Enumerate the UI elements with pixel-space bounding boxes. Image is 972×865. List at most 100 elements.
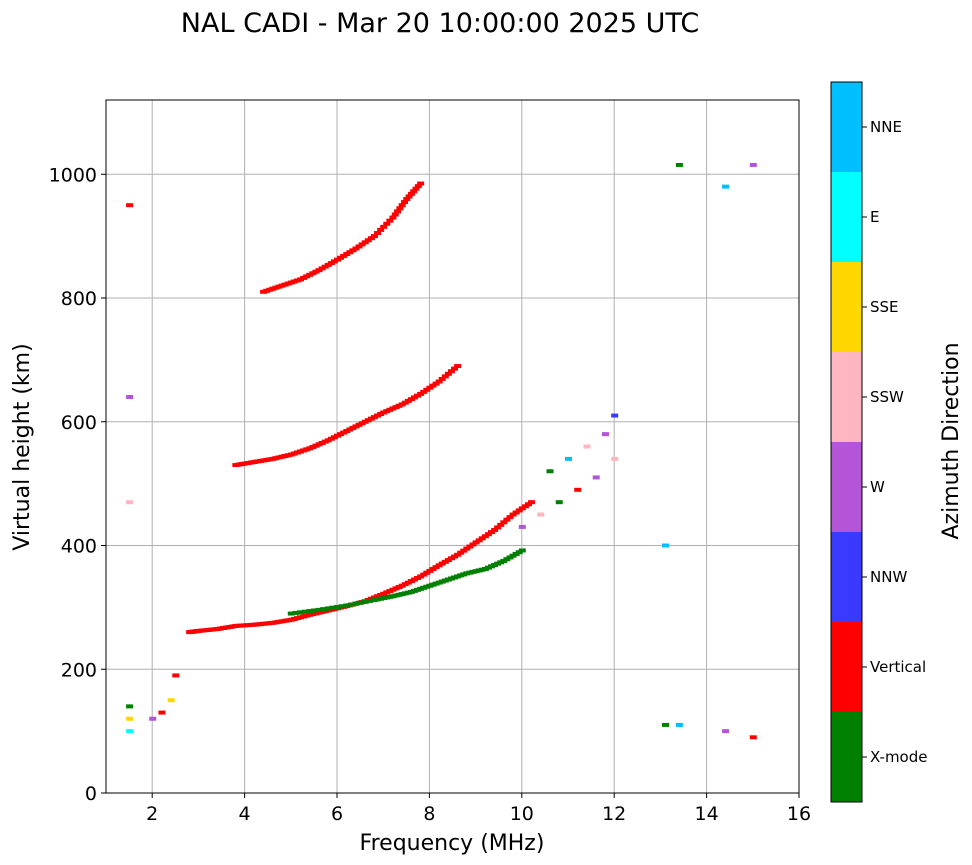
- echo-point: [722, 184, 730, 189]
- echo-point: [306, 609, 314, 614]
- echo-point: [407, 191, 415, 196]
- echo-point: [494, 525, 502, 530]
- x-tick-label: 2: [146, 803, 158, 825]
- echo-point: [451, 366, 459, 371]
- echo-point: [537, 512, 545, 517]
- x-axis-label: Frequency (MHz): [360, 831, 545, 856]
- echo-point: [466, 544, 474, 549]
- echo-point: [601, 432, 609, 437]
- colorbar-label: W: [870, 478, 885, 496]
- colorbar-segment-sse: [831, 262, 862, 352]
- echo-point: [574, 487, 582, 492]
- echo-point: [410, 189, 418, 194]
- echo-point: [565, 456, 572, 461]
- echo-point: [469, 542, 477, 547]
- trace-6: [662, 162, 757, 740]
- echo-point: [310, 608, 318, 613]
- echo-point: [412, 186, 420, 191]
- colorbar-label: X-mode: [870, 748, 927, 766]
- echo-point: [546, 469, 554, 474]
- plot-frame: [105, 99, 800, 794]
- colorbar-segment-e: [831, 172, 862, 262]
- echo-point: [478, 536, 486, 541]
- echo-point: [370, 234, 378, 239]
- echo-point: [389, 215, 397, 220]
- echo-point: [329, 605, 337, 610]
- echo-point: [506, 515, 514, 520]
- echo-point: [301, 609, 309, 614]
- echo-point: [358, 242, 366, 247]
- y-tick-label: 600: [61, 412, 97, 434]
- echo-point: [414, 184, 422, 189]
- echo-point: [429, 383, 437, 388]
- echo-point: [611, 413, 619, 418]
- echo-point: [662, 722, 670, 727]
- echo-point: [481, 534, 489, 539]
- echo-point: [454, 364, 462, 369]
- echo-point: [361, 240, 369, 245]
- echo-point: [521, 504, 529, 509]
- echo-point: [361, 599, 369, 604]
- echo-point: [364, 238, 372, 243]
- echo-point: [126, 716, 134, 721]
- echo-point: [126, 704, 134, 709]
- echo-point: [352, 246, 360, 251]
- echo-point: [518, 506, 526, 511]
- echo-point: [403, 197, 411, 201]
- echo-point: [447, 369, 455, 374]
- y-tick-label: 200: [61, 659, 97, 681]
- echo-point: [524, 502, 532, 507]
- echo-point: [386, 218, 394, 223]
- colorbar-label: NNE: [870, 118, 902, 136]
- echo-point: [126, 395, 134, 399]
- echo-point: [423, 387, 431, 392]
- echo-point: [315, 607, 323, 612]
- colorbar-title: Azimuth Direction: [939, 342, 964, 539]
- echo-point: [355, 244, 363, 249]
- trace-3: [260, 181, 425, 294]
- echo-point: [749, 735, 757, 740]
- colorbar-segment-ssw: [831, 352, 862, 442]
- echo-point: [400, 200, 408, 205]
- echo-point: [347, 602, 355, 607]
- echo-point: [338, 604, 346, 609]
- echo-point: [528, 500, 536, 505]
- echo-point: [420, 389, 428, 394]
- echo-point: [297, 610, 305, 615]
- echo-point: [662, 543, 670, 548]
- trace-0: [186, 500, 536, 635]
- echo-point: [500, 520, 508, 525]
- echo-point: [438, 376, 446, 381]
- echo-point: [444, 371, 452, 376]
- echo-point: [555, 500, 563, 505]
- echo-point: [518, 524, 526, 529]
- echo-point: [512, 510, 520, 515]
- trace-5: [126, 203, 180, 734]
- echo-point: [722, 729, 730, 734]
- echo-point: [405, 194, 413, 199]
- echo-point: [391, 212, 399, 217]
- colorbar-segment-vertical: [831, 622, 862, 712]
- echo-point: [460, 548, 468, 553]
- echo-point: [503, 517, 511, 522]
- echo-point: [675, 722, 683, 727]
- echo-point: [675, 162, 683, 167]
- echo-point: [383, 221, 391, 226]
- echo-point: [749, 162, 757, 167]
- echo-point: [287, 611, 295, 616]
- chart-title: NAL CADI - Mar 20 10:00:00 2025 UTC: [181, 8, 699, 39]
- echo-point: [435, 379, 443, 384]
- echo-point: [518, 548, 526, 553]
- colorbar-segment-nne: [831, 82, 862, 172]
- echo-point: [488, 530, 495, 535]
- colorbar-segment-w: [831, 442, 862, 532]
- echo-point: [398, 203, 406, 208]
- echo-point: [292, 610, 300, 615]
- y-tick-label: 400: [61, 536, 97, 558]
- y-tick-label: 800: [61, 288, 97, 310]
- echo-point: [417, 391, 425, 396]
- echo-point: [484, 532, 492, 537]
- echo-point: [343, 603, 351, 608]
- echo-point: [515, 508, 523, 513]
